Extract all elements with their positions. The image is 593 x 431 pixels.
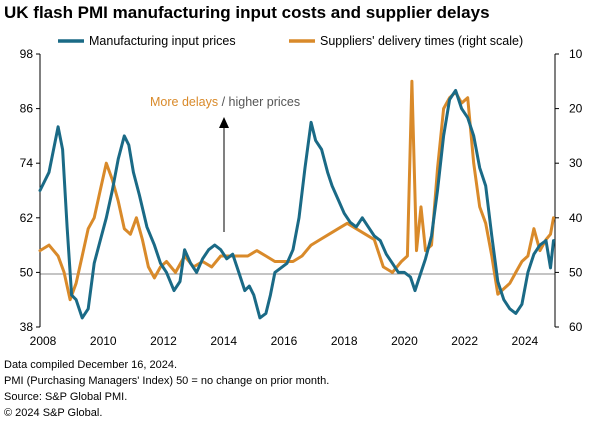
left-tick-label: 62 xyxy=(20,211,34,225)
right-tick-label: 30 xyxy=(569,156,583,170)
x-tick-label: 2022 xyxy=(451,334,478,348)
legend-label-input-prices: Manufacturing input prices xyxy=(89,34,236,48)
footnote-compiled: Data compiled December 16, 2024. xyxy=(4,359,178,371)
annotation-more-delays: More delays xyxy=(150,95,218,109)
left-tick-label: 50 xyxy=(20,265,34,279)
right-tick-label: 10 xyxy=(569,47,583,61)
legend: Manufacturing input prices Suppliers' de… xyxy=(58,34,523,48)
footnotes: Data compiled December 16, 2024. PMI (Pu… xyxy=(4,357,329,421)
chart-title: UK flash PMI manufacturing input costs a… xyxy=(4,3,490,22)
series-line-delivery-times xyxy=(38,79,555,302)
left-tick-label: 74 xyxy=(20,156,34,170)
left-tick-label: 98 xyxy=(20,47,34,61)
x-tick-label: 2014 xyxy=(210,334,237,348)
x-tick-label: 2024 xyxy=(512,334,539,348)
footnote-source: Source: S&P Global PMI. xyxy=(4,391,128,403)
right-tick-label: 50 xyxy=(569,265,583,279)
footnote-pmi-definition: PMI (Purchasing Managers' Index) 50 = no… xyxy=(4,375,330,387)
svg-text:More delays / higher prices: More delays / higher prices xyxy=(150,95,300,109)
annotation-separator: / xyxy=(218,95,228,109)
x-tick-label: 2016 xyxy=(271,334,298,348)
x-tick-label: 2020 xyxy=(391,334,418,348)
legend-label-delivery-times: Suppliers' delivery times (right scale) xyxy=(320,34,523,48)
right-tick-label: 60 xyxy=(569,320,583,334)
left-tick-label: 38 xyxy=(20,320,34,334)
right-tick-label: 20 xyxy=(569,102,583,116)
series-line-input-prices xyxy=(38,88,555,320)
x-tick-label: 2010 xyxy=(90,334,117,348)
x-tick-label: 2012 xyxy=(150,334,177,348)
footnote-copyright: © 2024 S&P Global. xyxy=(4,407,103,419)
annotation-arrow-head xyxy=(219,117,229,128)
annotation-higher-prices: higher prices xyxy=(229,95,301,109)
annotation: More delays / higher prices xyxy=(150,95,300,232)
right-tick-label: 40 xyxy=(569,211,583,225)
left-tick-label: 86 xyxy=(20,102,34,116)
x-tick-label: 2018 xyxy=(331,334,358,348)
x-tick-label: 2008 xyxy=(30,334,57,348)
